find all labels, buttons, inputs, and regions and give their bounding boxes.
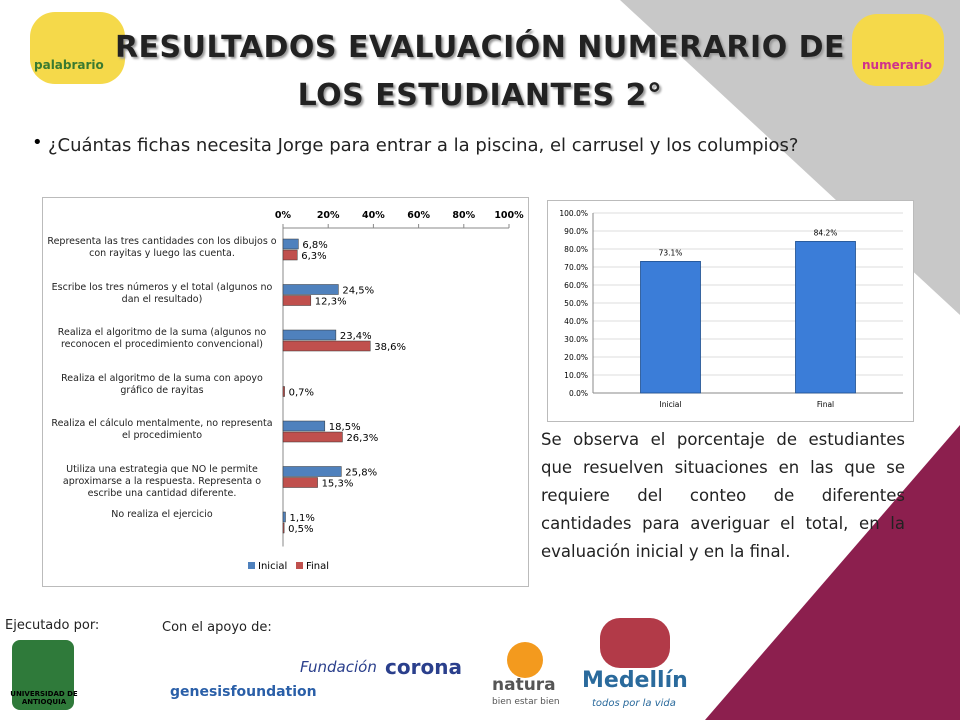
value-label: 6,8%: [302, 240, 327, 251]
value-label: 84.2%: [814, 228, 838, 237]
logo-numerario: [852, 14, 944, 86]
logo-text: todos por la vida: [592, 698, 676, 709]
bar: [282, 477, 318, 488]
value-label: 26,3%: [346, 433, 378, 444]
value-label: 73.1%: [659, 248, 683, 257]
y-tick-label: 30.0%: [564, 335, 588, 344]
question: ¿Cuántas fichas necesita Jorge para entr…: [48, 135, 799, 156]
legend-swatch: [248, 562, 255, 569]
value-label: 38,6%: [374, 342, 406, 353]
bar: [282, 511, 286, 523]
category-label: Realiza el algoritmo de la suma (algunos…: [57, 327, 267, 350]
value-label: 18,5%: [329, 422, 361, 433]
logo-udea: [12, 640, 74, 710]
bar: [282, 295, 312, 306]
x-tick-label: 0%: [275, 210, 292, 221]
bar: [282, 340, 371, 352]
category-label: Realiza el cálculo mentalmente, no repre…: [51, 418, 273, 441]
bar: [282, 431, 343, 443]
logo-text: UNIVERSIDAD DE ANTIOQUIA: [10, 690, 78, 706]
x-tick-label: 20%: [317, 210, 340, 221]
logo-text: genesisfoundation: [170, 684, 317, 700]
maroon-band: [705, 425, 960, 720]
title: LOS ESTUDIANTES 2°: [297, 78, 663, 113]
value-label: 0,5%: [288, 524, 313, 535]
x-tick-label: 100%: [494, 210, 524, 221]
x-tick-label: Final: [817, 400, 834, 409]
legend-label: Final: [306, 561, 329, 572]
logo-text: bien estar bien: [492, 697, 560, 707]
logo-text: palabrario: [34, 58, 104, 72]
bar: [282, 238, 299, 250]
y-tick-label: 100.0%: [559, 209, 588, 218]
logo-palabrario: [30, 12, 125, 84]
logo-text: Fundación: [300, 658, 377, 676]
x-tick-label: Inicial: [660, 400, 682, 409]
logo-text: Medellín: [582, 668, 688, 693]
value-label: 25,8%: [345, 468, 377, 479]
y-tick-label: 90.0%: [564, 227, 588, 236]
chart-1-svg: 0% 20% 40% 60% 80% 100% 6,8%6,3% 24,5%12,3% 23,4…: [248, 210, 524, 572]
logo-text: natura: [492, 675, 556, 695]
y-tick-label: 80.0%: [564, 245, 588, 254]
y-tick-label: 20.0%: [564, 353, 588, 362]
x-tick-label: 40%: [362, 210, 385, 221]
y-tick-label: 40.0%: [564, 317, 588, 326]
logo-text: corona: [385, 655, 462, 679]
x-tick-label: 60%: [407, 210, 430, 221]
legend-swatch: [296, 562, 303, 569]
bar: [282, 249, 298, 261]
bullet: •: [32, 132, 43, 153]
category-label: Utiliza una estrategia que NO le permite…: [62, 463, 262, 499]
value-label: 6,3%: [301, 251, 326, 262]
category-label: Representa las tres cantidades con los d…: [47, 236, 277, 259]
title: RESULTADOS EVALUACIÓN NUMERARIO DE: [114, 30, 846, 65]
legend-label: Inicial: [258, 561, 287, 572]
y-tick-label: 10.0%: [564, 371, 588, 380]
value-label: 1,1%: [289, 513, 314, 524]
logo-natura: [507, 642, 543, 678]
bar: [282, 466, 342, 477]
x-tick-label: 80%: [452, 210, 475, 221]
value-label: 12,3%: [315, 297, 347, 308]
observation: Se observa el porcentaje de estudiantes …: [541, 430, 905, 561]
y-tick-label: 0.0%: [569, 389, 588, 398]
category-label: Escribe los tres números y el total (alg…: [51, 281, 273, 305]
y-tick-label: 60.0%: [564, 281, 588, 290]
bar: [795, 241, 856, 394]
y-tick-label: 50.0%: [564, 299, 588, 308]
bar: [282, 329, 337, 341]
bar: [282, 420, 326, 432]
value-label: 15,3%: [322, 479, 354, 490]
bar: [640, 261, 701, 394]
value-label: 24,5%: [342, 286, 374, 297]
value-label: 0,7%: [289, 388, 314, 399]
bar: [282, 522, 285, 534]
chart-2-svg: 0.0% 10.0% 20.0% 30.0% 40.0% 50.0% 60.0% 70.0% 8…: [559, 209, 903, 409]
y-tick-label: 70.0%: [564, 263, 588, 272]
bar: [282, 386, 285, 397]
category-label: Realiza el algoritmo de la suma con apoy…: [61, 372, 263, 396]
category-label: No realiza el ejercicio: [111, 509, 213, 520]
executed-by: Ejecutado por:: [5, 618, 100, 633]
chart-2: 0.0% 10.0% 20.0% 30.0% 40.0% 50.0% 60.0% 70.0% 8…: [547, 200, 914, 422]
logo-medellin: [600, 618, 670, 668]
bar: [282, 284, 339, 295]
logo-text: numerario: [862, 58, 933, 72]
chart-1: 0% 20% 40% 60% 80% 100% 6,8% 6,3% 24,5% 12,3% 23,4…: [42, 197, 529, 587]
value-label: 23,4%: [340, 331, 372, 342]
support: Con el apoyo de:: [162, 620, 272, 635]
